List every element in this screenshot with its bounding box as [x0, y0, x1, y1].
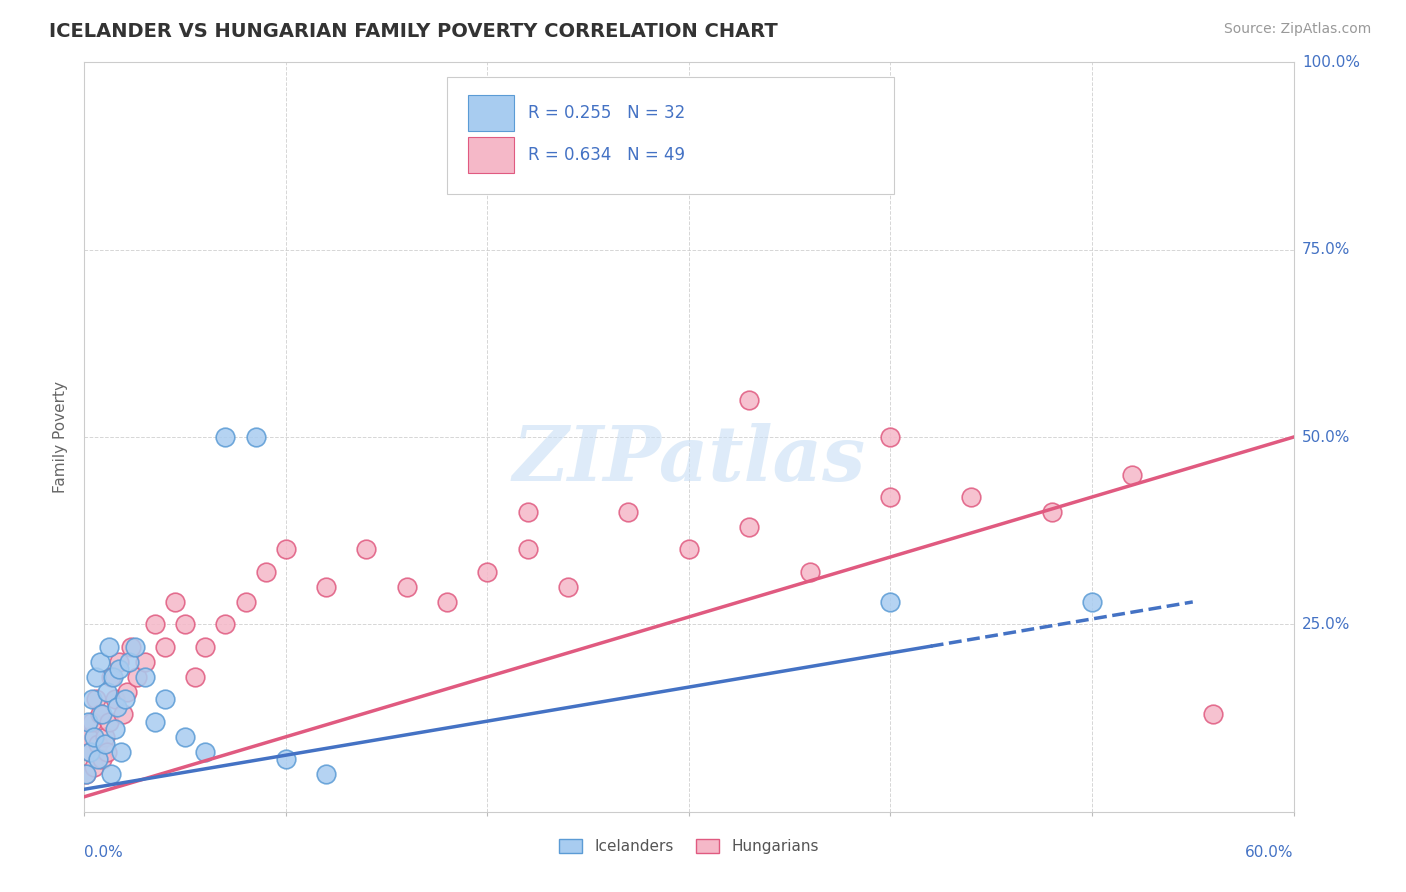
Point [86, 670, 108, 684]
Point [194, 745, 217, 759]
Point [111, 707, 134, 722]
Point [356, 542, 378, 557]
Point [315, 767, 337, 781]
FancyBboxPatch shape [447, 78, 894, 194]
Y-axis label: Family Poverty: Family Poverty [53, 381, 69, 493]
Point [120, 640, 142, 654]
Point [879, 490, 901, 504]
Point [79, 745, 101, 759]
Point [738, 392, 761, 407]
Text: 75.0%: 75.0% [1302, 243, 1350, 257]
Point [879, 595, 901, 609]
Point [153, 692, 176, 706]
Point [274, 542, 297, 557]
Text: R = 0.255   N = 32: R = 0.255 N = 32 [529, 103, 685, 121]
Point [1040, 505, 1063, 519]
Point [101, 670, 124, 684]
Point [107, 655, 129, 669]
Point [1081, 595, 1104, 609]
Point [75, 767, 97, 781]
Point [738, 520, 761, 534]
Point [1202, 707, 1225, 722]
Point [143, 617, 166, 632]
Point [245, 430, 267, 444]
Point [174, 617, 197, 632]
Point [91, 707, 114, 722]
Point [165, 595, 187, 609]
Point [91, 752, 114, 766]
Text: 60.0%: 60.0% [1246, 846, 1294, 861]
Bar [468, 137, 513, 173]
Point [516, 505, 538, 519]
Point [436, 595, 458, 609]
Text: ZIPatlas: ZIPatlas [512, 423, 866, 497]
Point [254, 565, 277, 579]
Point [184, 670, 207, 684]
Point [82, 692, 104, 706]
Text: 50.0%: 50.0% [1302, 430, 1350, 444]
Point [77, 714, 100, 729]
Point [315, 580, 337, 594]
Text: 100.0%: 100.0% [1302, 55, 1360, 70]
Point [799, 565, 821, 579]
Point [86, 692, 108, 706]
Point [105, 699, 128, 714]
Point [134, 670, 156, 684]
Point [87, 752, 110, 766]
Point [97, 714, 120, 729]
Point [100, 767, 122, 781]
Point [93, 730, 115, 744]
Point [110, 745, 132, 759]
Text: ICELANDER VS HUNGARIAN FAMILY POVERTY CORRELATION CHART: ICELANDER VS HUNGARIAN FAMILY POVERTY CO… [49, 22, 778, 41]
Point [214, 617, 236, 632]
Point [96, 745, 118, 759]
Text: R = 0.634   N = 49: R = 0.634 N = 49 [529, 146, 685, 164]
Point [114, 692, 136, 706]
Point [97, 640, 120, 654]
Point [134, 655, 156, 669]
Point [477, 565, 499, 579]
Point [274, 752, 297, 766]
Point [124, 640, 146, 654]
Text: 25.0%: 25.0% [1302, 617, 1350, 632]
Point [83, 730, 105, 744]
Point [395, 580, 418, 594]
Point [214, 430, 236, 444]
Text: Source: ZipAtlas.com: Source: ZipAtlas.com [1223, 22, 1371, 37]
Point [79, 745, 101, 759]
Point [118, 655, 141, 669]
Point [75, 767, 97, 781]
Point [89, 707, 111, 722]
Point [100, 670, 122, 684]
Point [617, 505, 640, 519]
Point [125, 670, 148, 684]
Point [83, 760, 105, 774]
Bar [468, 95, 513, 130]
Point [89, 655, 111, 669]
Point [879, 430, 901, 444]
Point [516, 542, 538, 557]
Legend: Icelanders, Hungarians: Icelanders, Hungarians [553, 832, 825, 860]
Point [143, 714, 166, 729]
Point [104, 692, 127, 706]
Point [153, 640, 176, 654]
Point [87, 737, 110, 751]
Point [678, 542, 700, 557]
Point [104, 723, 127, 737]
Text: 0.0%: 0.0% [84, 846, 124, 861]
Point [115, 685, 138, 699]
Point [174, 730, 197, 744]
Point [194, 640, 217, 654]
Point [93, 737, 115, 751]
Point [557, 580, 579, 594]
Point [82, 714, 104, 729]
Point [1121, 467, 1143, 482]
Point [96, 685, 118, 699]
Point [235, 595, 257, 609]
Point [107, 662, 129, 676]
Point [960, 490, 983, 504]
Point [77, 730, 100, 744]
